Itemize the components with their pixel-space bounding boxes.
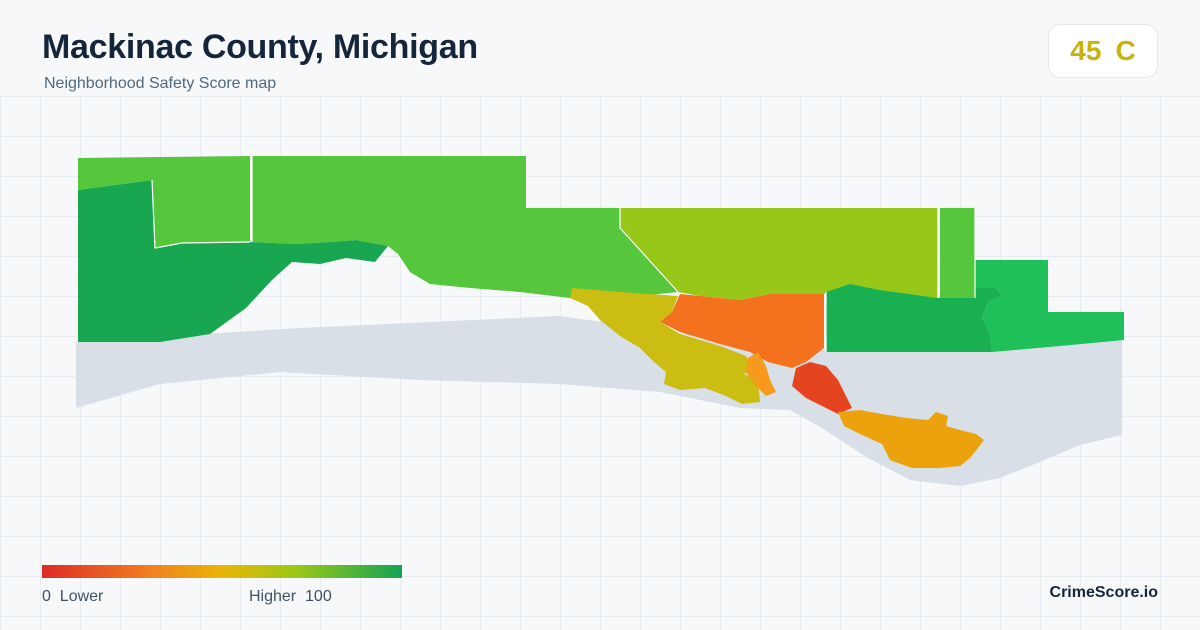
map-region-north-east-central[interactable]	[620, 208, 938, 300]
legend-color-scale	[42, 565, 402, 578]
map-region-st-ignace[interactable]	[792, 362, 852, 414]
legend-min-value: 0	[42, 588, 51, 605]
map-region-central-orange[interactable]	[660, 294, 824, 368]
brand-logo-text[interactable]: CrimeScore.io	[1049, 584, 1158, 601]
legend-max-label: Higher	[249, 588, 297, 605]
safety-score-value: 45	[1070, 35, 1102, 66]
map-region-east-lower[interactable]	[826, 284, 1002, 352]
region-borders	[151, 156, 976, 352]
map-region-east[interactable]	[975, 260, 1124, 352]
safety-score-badge: 45 C	[1048, 24, 1158, 78]
map-region-north-central[interactable]	[252, 156, 678, 298]
legend-max: Higher 100	[249, 588, 332, 606]
safety-score-grade: C	[1115, 35, 1136, 66]
legend-min: 0 Lower	[42, 588, 103, 606]
page-title: Mackinac County, Michigan	[42, 28, 478, 66]
map-region-lakeside-orange[interactable]	[746, 352, 776, 396]
page-subtitle: Neighborhood Safety Score map	[44, 75, 277, 92]
map-region-far-west[interactable]	[78, 180, 388, 342]
map-region-central-yellow[interactable]	[570, 288, 760, 404]
legend-min-label: Lower	[59, 588, 104, 605]
water-area	[76, 316, 1122, 486]
map-region-east-strip[interactable]	[940, 208, 975, 298]
map-region-mackinac-island-area[interactable]	[838, 410, 984, 468]
map-region-northwest-upper[interactable]	[78, 156, 250, 248]
legend-max-value: 100	[305, 588, 332, 605]
